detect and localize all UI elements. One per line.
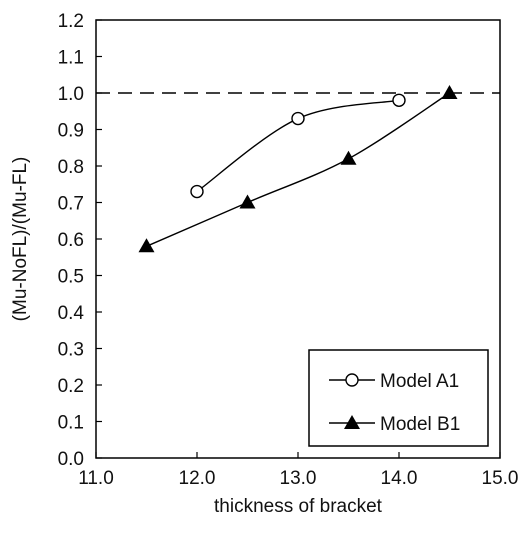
legend-label: Model A1 <box>380 371 459 392</box>
y-tick-label: 0.8 <box>58 157 84 178</box>
series-model-b1 <box>138 85 458 253</box>
y-tick-label: 0.3 <box>58 340 84 361</box>
x-tick-label: 14.0 <box>381 468 418 489</box>
y-tick-label: 0.6 <box>58 230 84 251</box>
y-tick-label: 0.1 <box>58 413 84 434</box>
series-group <box>138 85 458 253</box>
y-tick-label: 1.0 <box>58 84 84 105</box>
y-tick-label: 0.7 <box>58 194 84 215</box>
data-point <box>190 184 204 199</box>
y-tick-label: 1.1 <box>58 48 84 69</box>
y-tick-label: 0.4 <box>58 303 85 324</box>
plot-frame <box>95 19 501 459</box>
legend-item: Model A1 <box>329 371 459 392</box>
legend-item: Model B1 <box>329 414 460 435</box>
x-tick-label: 13.0 <box>280 468 317 489</box>
x-tick-label: 15.0 <box>482 468 519 489</box>
y-tick-label: 1.2 <box>58 11 84 32</box>
y-axis-label: (Mu-NoFL)/(Mu-FL) <box>10 157 31 322</box>
legend-marker <box>345 373 359 387</box>
data-point <box>291 111 305 126</box>
y-tick-label: 0.5 <box>58 267 84 288</box>
series-model-a1 <box>190 93 406 199</box>
legend: Model A1 Model B1 <box>308 349 489 447</box>
y-tick-label: 0.2 <box>58 376 84 397</box>
legend-items: Model A1 Model B1 <box>329 371 460 435</box>
series-line <box>146 92 450 247</box>
x-axis-label: thickness of bracket <box>214 496 383 517</box>
data-point <box>239 194 256 209</box>
y-axis-ticks: 0.0 0.1 0.2 0.3 0.4 0.5 0.6 0.7 0.8 0.9 1.0 1.1 1.2 <box>58 11 102 470</box>
y-tick-label: 0.9 <box>58 121 84 142</box>
data-point <box>340 150 357 165</box>
legend-marker <box>344 415 360 429</box>
x-axis-ticks: 11.0 12.0 13.0 14.0 15.0 <box>78 452 518 489</box>
x-tick-label: 11.0 <box>78 468 114 489</box>
x-tick-label: 12.0 <box>179 468 216 489</box>
legend-box <box>308 349 489 447</box>
y-tick-label: 0.0 <box>58 449 84 470</box>
data-point <box>441 85 458 99</box>
legend-label: Model B1 <box>380 414 460 435</box>
data-point <box>392 93 406 108</box>
data-point <box>138 238 155 253</box>
